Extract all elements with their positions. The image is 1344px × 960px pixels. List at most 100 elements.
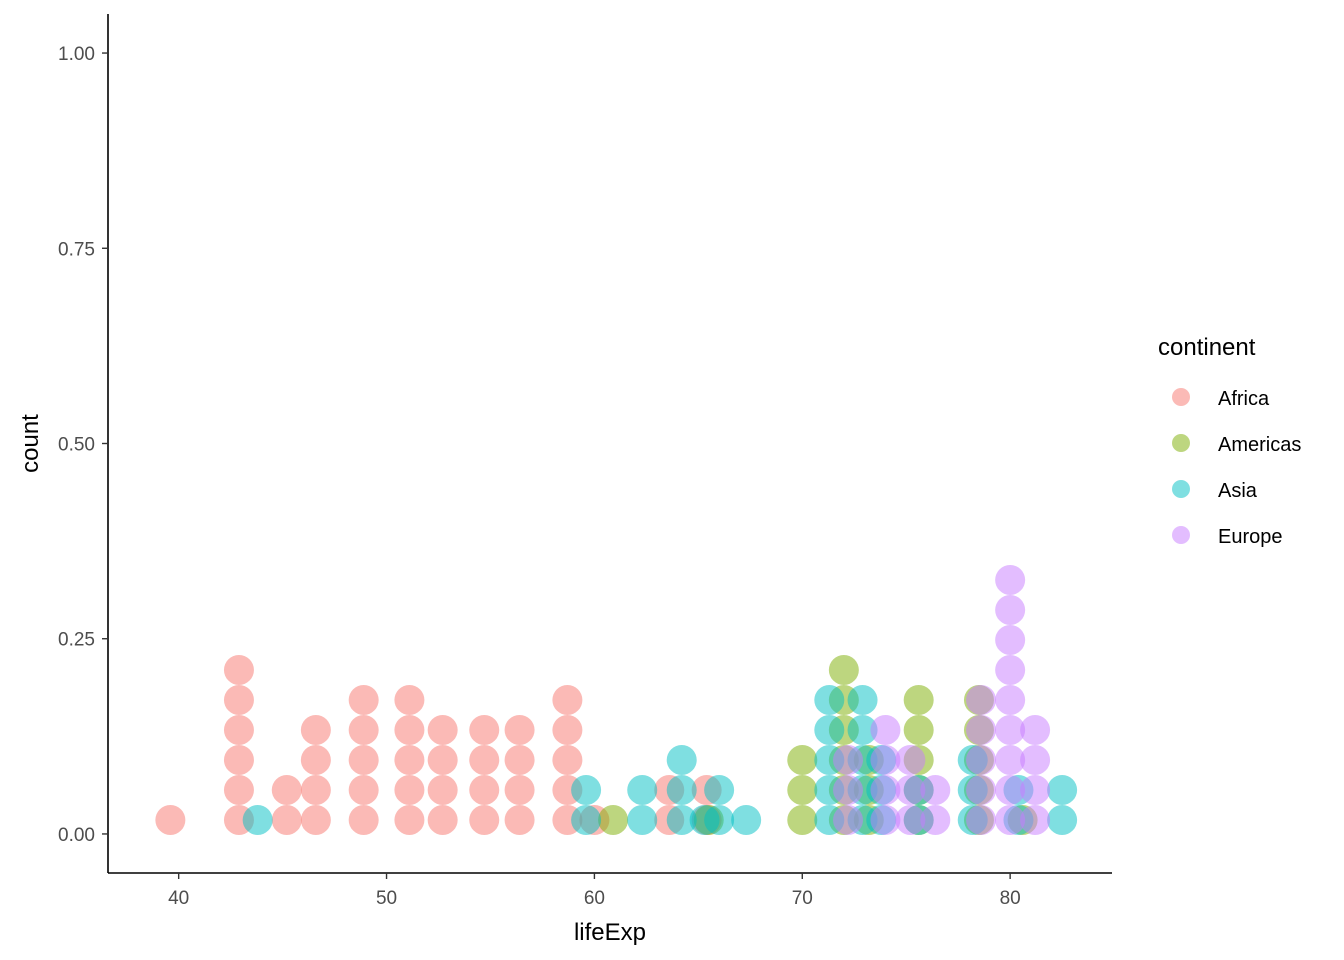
dot-africa bbox=[394, 684, 425, 715]
dot-africa bbox=[348, 744, 379, 775]
y-tick-label: 0.75 bbox=[58, 239, 95, 260]
legend-label-americas: Americas bbox=[1218, 434, 1301, 456]
dot-africa bbox=[300, 774, 331, 805]
dot-asia bbox=[571, 774, 602, 805]
dot-africa bbox=[552, 684, 583, 715]
dot-africa bbox=[427, 774, 458, 805]
dot-africa bbox=[394, 804, 425, 835]
x-axis-title: lifeExp bbox=[574, 919, 646, 946]
dot-africa bbox=[300, 804, 331, 835]
dot-africa bbox=[300, 714, 331, 745]
dot-africa bbox=[271, 774, 302, 805]
dot-asia bbox=[627, 804, 658, 835]
dot-europe bbox=[870, 744, 901, 775]
dot-asia bbox=[847, 684, 878, 715]
dot-asia bbox=[1047, 774, 1078, 805]
dot-europe bbox=[995, 594, 1026, 625]
dot-africa bbox=[469, 804, 500, 835]
dot-asia bbox=[666, 744, 697, 775]
y-axis-ticks: 0.00 0.25 0.50 0.75 1.00 bbox=[58, 44, 108, 846]
dot-africa bbox=[223, 774, 254, 805]
dot-europe bbox=[995, 564, 1026, 595]
dot-africa bbox=[427, 714, 458, 745]
dot-asia bbox=[731, 804, 762, 835]
legend-label-europe: Europe bbox=[1218, 526, 1283, 548]
legend-label-africa: Africa bbox=[1218, 388, 1270, 410]
dot-africa bbox=[223, 714, 254, 745]
dot-europe bbox=[1020, 774, 1051, 805]
dot-africa bbox=[552, 744, 583, 775]
dot-europe bbox=[870, 774, 901, 805]
dot-americas bbox=[787, 804, 818, 835]
dot-europe bbox=[995, 774, 1026, 805]
dot-europe bbox=[1020, 744, 1051, 775]
dot-europe bbox=[1020, 804, 1051, 835]
dot-africa bbox=[504, 804, 535, 835]
legend-items: Africa Americas Asia Europe bbox=[1172, 388, 1301, 548]
x-tick-label: 60 bbox=[584, 888, 605, 909]
dot-africa bbox=[469, 774, 500, 805]
x-axis-ticks: 40 50 60 70 80 bbox=[168, 873, 1021, 909]
dot-asia bbox=[1047, 804, 1078, 835]
dot-africa bbox=[223, 744, 254, 775]
legend-key-asia bbox=[1172, 480, 1190, 498]
dot-asia bbox=[847, 714, 878, 745]
dot-europe bbox=[833, 774, 864, 805]
dot-africa bbox=[394, 774, 425, 805]
series-africa bbox=[155, 654, 722, 835]
dot-africa bbox=[223, 654, 254, 685]
dot-africa bbox=[394, 744, 425, 775]
dot-asia bbox=[666, 804, 697, 835]
dot-americas bbox=[903, 684, 934, 715]
dot-africa bbox=[504, 744, 535, 775]
dot-africa bbox=[469, 714, 500, 745]
dot-asia bbox=[704, 774, 735, 805]
dot-africa bbox=[427, 744, 458, 775]
dot-europe bbox=[920, 804, 951, 835]
dot-africa bbox=[155, 804, 186, 835]
legend-key-americas bbox=[1172, 434, 1190, 452]
dot-europe bbox=[833, 804, 864, 835]
dot-europe bbox=[920, 774, 951, 805]
dot-africa bbox=[427, 804, 458, 835]
dot-europe bbox=[995, 624, 1026, 655]
dot-asia bbox=[242, 804, 273, 835]
dot-europe bbox=[895, 804, 926, 835]
dot-europe bbox=[1020, 714, 1051, 745]
y-tick-label: 0.50 bbox=[58, 435, 95, 456]
dot-africa bbox=[348, 684, 379, 715]
legend-label-asia: Asia bbox=[1218, 480, 1258, 502]
legend-key-africa bbox=[1172, 388, 1190, 406]
y-tick-label: 0.00 bbox=[58, 825, 95, 846]
x-tick-label: 70 bbox=[792, 888, 813, 909]
dot-europe bbox=[895, 774, 926, 805]
dot-africa bbox=[552, 714, 583, 745]
dot-europe bbox=[870, 804, 901, 835]
dot-europe bbox=[995, 684, 1026, 715]
dot-europe bbox=[966, 744, 997, 775]
dot-africa bbox=[348, 804, 379, 835]
dot-africa bbox=[394, 714, 425, 745]
dot-europe bbox=[833, 744, 864, 775]
dots-layer bbox=[155, 564, 1078, 835]
dot-africa bbox=[271, 804, 302, 835]
dot-europe bbox=[966, 684, 997, 715]
dot-asia bbox=[704, 804, 735, 835]
dot-africa bbox=[348, 774, 379, 805]
dot-europe bbox=[995, 804, 1026, 835]
dot-americas bbox=[903, 714, 934, 745]
dot-americas bbox=[598, 804, 629, 835]
dot-asia bbox=[627, 774, 658, 805]
dot-europe bbox=[895, 744, 926, 775]
legend-key-europe bbox=[1172, 526, 1190, 544]
y-axis-title: count bbox=[17, 414, 44, 473]
series-europe bbox=[833, 564, 1051, 835]
y-tick-label: 1.00 bbox=[58, 44, 95, 65]
dot-asia bbox=[666, 774, 697, 805]
dot-africa bbox=[348, 714, 379, 745]
dot-europe bbox=[995, 654, 1026, 685]
dot-africa bbox=[223, 684, 254, 715]
x-tick-label: 50 bbox=[376, 888, 397, 909]
dot-africa bbox=[469, 744, 500, 775]
